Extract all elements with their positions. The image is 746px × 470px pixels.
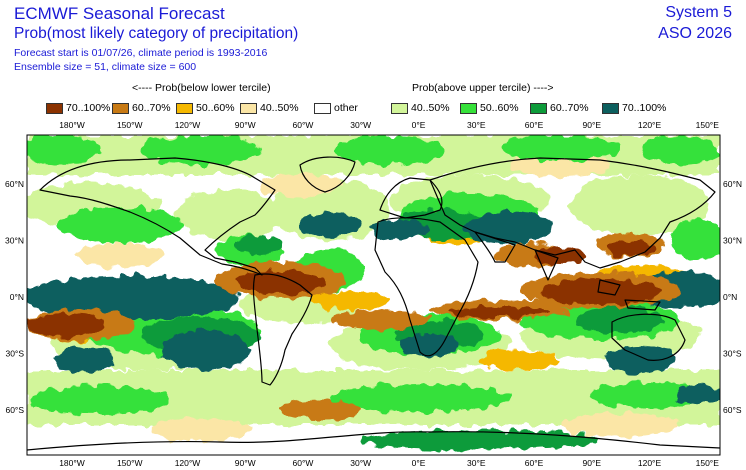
longitude-tick-label: 180°W bbox=[59, 120, 85, 130]
legend-swatch bbox=[112, 103, 129, 114]
system-label: System 5 bbox=[665, 4, 732, 21]
season-label: ASO 2026 bbox=[658, 25, 732, 42]
latitude-tick-label: 0°N bbox=[723, 292, 737, 302]
forecast-start-info: Forecast start is 01/07/26, climate peri… bbox=[14, 47, 268, 59]
latitude-tick-label: 30°N bbox=[5, 236, 24, 246]
latitude-tick-label: 30°N bbox=[723, 236, 742, 246]
legend-label: 70..100% bbox=[66, 102, 111, 114]
longitude-tick-label: 0°E bbox=[412, 458, 426, 468]
map-frame bbox=[26, 134, 721, 456]
latitude-tick-label: 60°N bbox=[723, 179, 742, 189]
legend-above-tercile-label: Prob(above upper tercile) ----> bbox=[412, 82, 554, 94]
longitude-tick-label: 150°W bbox=[117, 120, 143, 130]
legend-label: other bbox=[334, 102, 358, 114]
latitude-tick-label: 30°S bbox=[723, 348, 742, 358]
longitude-tick-label: 60°E bbox=[525, 458, 544, 468]
legend-swatch bbox=[240, 103, 257, 114]
longitude-tick-label: 30°W bbox=[350, 120, 371, 130]
legend-swatch bbox=[602, 103, 619, 114]
latitude-tick-label: 60°S bbox=[723, 405, 742, 415]
legend-label: 60..70% bbox=[550, 102, 589, 114]
legend-swatch bbox=[530, 103, 547, 114]
legend-swatch bbox=[46, 103, 63, 114]
latitude-tick-label: 60°S bbox=[5, 405, 24, 415]
longitude-tick-label: 60°W bbox=[293, 458, 314, 468]
longitude-tick-label: 90°W bbox=[235, 458, 256, 468]
longitude-tick-label: 90°W bbox=[235, 120, 256, 130]
legend-swatch bbox=[176, 103, 193, 114]
longitude-tick-label: 30°E bbox=[467, 120, 486, 130]
legend-label: 60..70% bbox=[132, 102, 171, 114]
longitude-tick-label: 150°E bbox=[696, 458, 720, 468]
longitude-tick-label: 180°W bbox=[59, 458, 85, 468]
legend-swatch bbox=[391, 103, 408, 114]
latitude-tick-label: 30°S bbox=[5, 348, 24, 358]
legend-label: 70..100% bbox=[622, 102, 667, 114]
longitude-tick-label: 90°E bbox=[582, 458, 601, 468]
longitude-tick-label: 120°E bbox=[638, 120, 662, 130]
longitude-tick-label: 150°W bbox=[117, 458, 143, 468]
latitude-tick-label: 60°N bbox=[5, 179, 24, 189]
longitude-tick-label: 120°E bbox=[638, 458, 662, 468]
longitude-tick-label: 60°E bbox=[525, 120, 544, 130]
longitude-tick-label: 120°W bbox=[175, 458, 201, 468]
legend-swatch bbox=[460, 103, 477, 114]
latitude-tick-label: 0°N bbox=[10, 292, 24, 302]
probability-field bbox=[27, 135, 720, 455]
longitude-tick-label: 60°W bbox=[293, 120, 314, 130]
chart-subtitle: Prob(most likely category of precipitati… bbox=[14, 25, 299, 42]
legend-below-tercile-label: <---- Prob(below lower tercile) bbox=[132, 82, 271, 94]
longitude-tick-label: 0°E bbox=[412, 120, 426, 130]
chart-title: ECMWF Seasonal Forecast bbox=[14, 4, 225, 23]
legend-label: 50..60% bbox=[196, 102, 235, 114]
longitude-tick-label: 120°W bbox=[175, 120, 201, 130]
longitude-tick-label: 90°E bbox=[582, 120, 601, 130]
legend-label: 50..60% bbox=[480, 102, 519, 114]
longitude-tick-label: 30°E bbox=[467, 458, 486, 468]
ensemble-size-info: Ensemble size = 51, climate size = 600 bbox=[14, 61, 197, 73]
longitude-tick-label: 150°E bbox=[696, 120, 720, 130]
legend-label: 40..50% bbox=[411, 102, 450, 114]
graticule-ticks: 180°W 180°W 150°W 150°W 120°W 120°W 90°W 90°W 60… bbox=[5, 120, 742, 468]
legend-swatch bbox=[314, 103, 331, 114]
coastlines bbox=[27, 156, 720, 451]
legend-label: 40..50% bbox=[260, 102, 299, 114]
longitude-tick-label: 30°W bbox=[350, 458, 371, 468]
